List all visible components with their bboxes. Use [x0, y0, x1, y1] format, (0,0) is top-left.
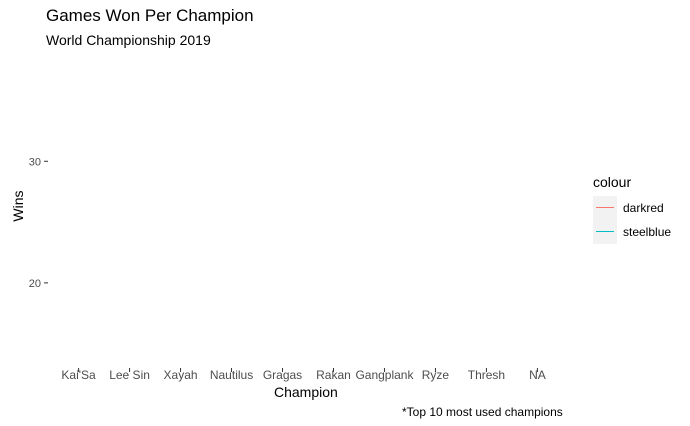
x-tick-label-1: Lee Sin: [109, 368, 150, 382]
x-tick-label-0: Kai'Sa: [61, 368, 96, 382]
x-tick-label-6: Gangplank: [355, 368, 414, 382]
chart-subtitle: World Championship 2019: [46, 32, 211, 48]
legend-title: colour: [593, 174, 632, 190]
legend-item-darkred: darkred: [593, 196, 671, 220]
chart-caption: *Top 10 most used champions: [402, 405, 563, 419]
x-tick-label-4: Gragas: [263, 368, 302, 382]
x-tick-label-2: Xayah: [164, 368, 198, 382]
x-axis-label: Champion: [274, 384, 338, 400]
x-tick-label-3: Nautilus: [210, 368, 253, 382]
legend-key-steelblue: [593, 220, 617, 244]
chart-title: Games Won Per Champion: [46, 6, 254, 25]
legend-item-steelblue: steelblue: [593, 220, 671, 244]
x-tick-label-9: NA: [529, 368, 546, 382]
legend-label-darkred: darkred: [623, 201, 664, 215]
y-tick-label-30: 30: [29, 156, 41, 168]
legend: colour darkred steelblue: [593, 174, 671, 244]
x-tick-label-5: Rakan: [316, 368, 351, 382]
x-tick-label-8: Thresh: [468, 368, 505, 382]
y-tick-label-20: 20: [29, 278, 41, 290]
legend-key-darkred: [593, 196, 617, 220]
legend-label-steelblue: steelblue: [623, 225, 672, 239]
x-tick-label-7: Ryze: [422, 368, 450, 382]
